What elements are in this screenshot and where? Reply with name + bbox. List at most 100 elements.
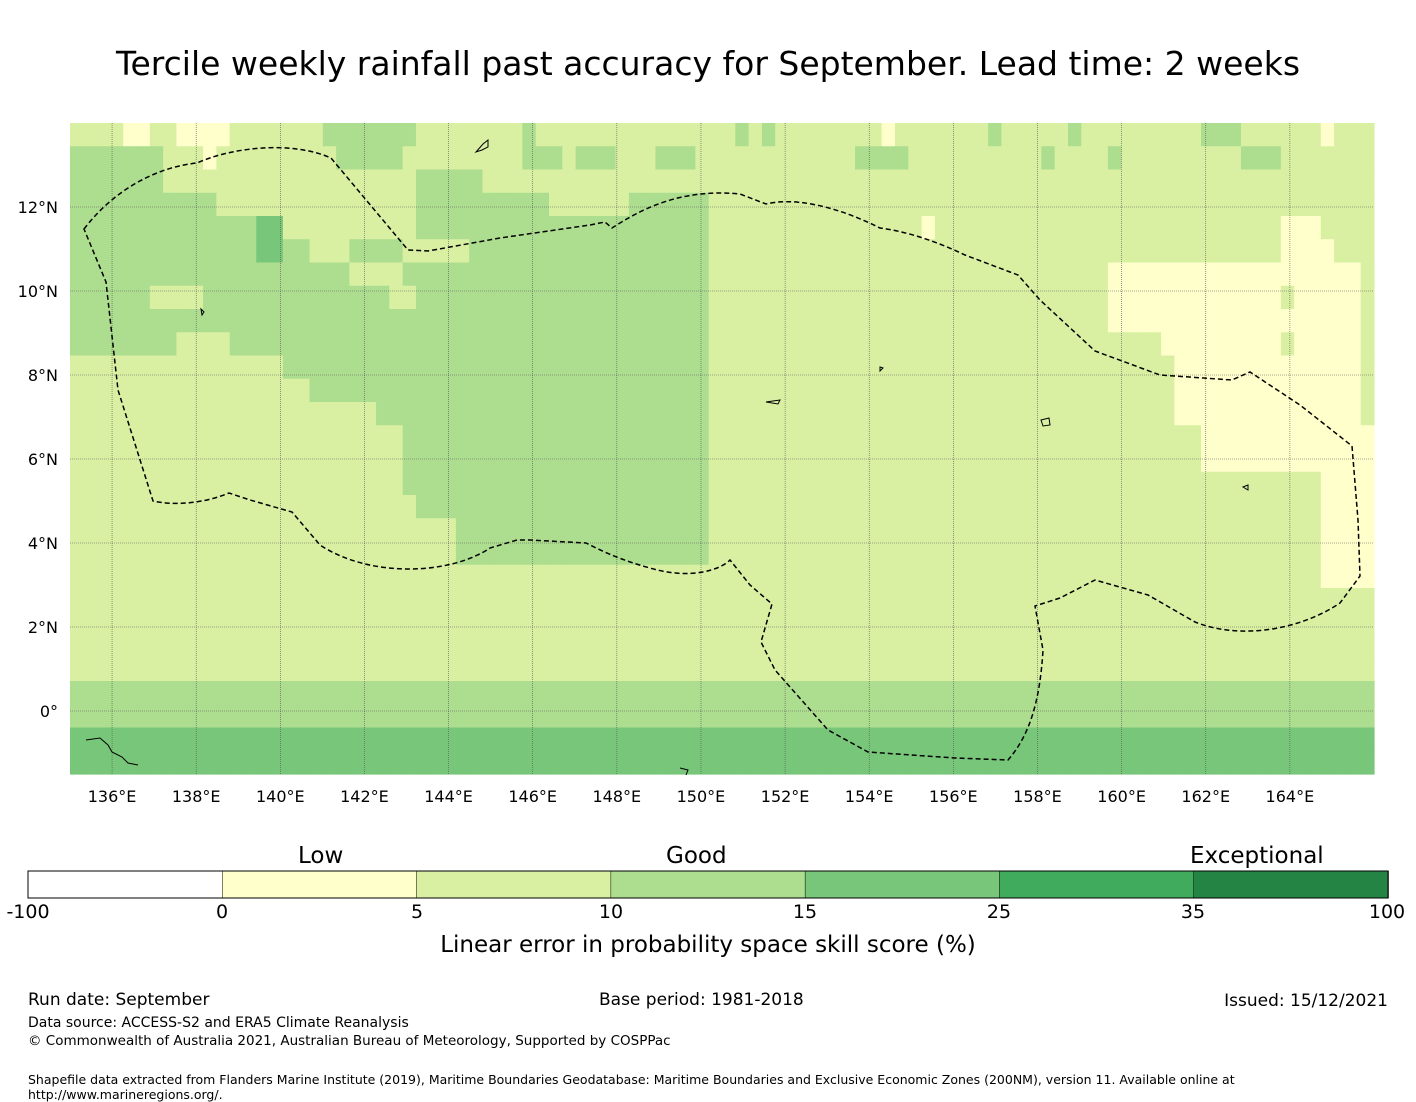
- grid-cell: [1001, 262, 1016, 287]
- grid-cell: [961, 471, 976, 496]
- grid-cell: [1054, 588, 1069, 612]
- grid-cell: [70, 332, 84, 357]
- grid-cell: [522, 681, 537, 705]
- grid-cell: [588, 309, 603, 333]
- grid-cell: [309, 727, 324, 752]
- grid-cell: [1134, 378, 1149, 403]
- grid-cell: [1240, 216, 1255, 240]
- grid-cell: [1267, 332, 1282, 357]
- grid-cell: [722, 750, 736, 775]
- grid-cell: [1334, 355, 1348, 380]
- grid-cell: [1334, 378, 1348, 403]
- grid-cell: [349, 378, 364, 403]
- grid-cell: [748, 169, 763, 194]
- grid-cell: [322, 727, 337, 752]
- grid-cell: [1360, 216, 1375, 240]
- grid-cell: [801, 681, 816, 705]
- grid-cell: [1347, 309, 1362, 333]
- grid-cell: [402, 750, 417, 775]
- island-outline: [474, 138, 489, 154]
- grid-cell: [1187, 123, 1202, 147]
- grid-cell: [1201, 495, 1215, 519]
- grid-cell: [136, 402, 151, 426]
- grid-cell: [1174, 750, 1189, 775]
- grid-cell: [1028, 588, 1042, 612]
- grid-cell: [735, 588, 750, 612]
- grid-cell: [708, 750, 723, 775]
- grid-cell: [1174, 192, 1189, 217]
- grid-cell: [921, 681, 936, 705]
- grid-cell: [415, 146, 430, 171]
- grid-cell: [495, 309, 510, 333]
- grid-cell: [1201, 518, 1215, 543]
- grid-cell: [921, 239, 936, 264]
- grid-cell: [788, 146, 803, 171]
- grid-cell: [881, 169, 896, 194]
- grid-cell: [1280, 634, 1295, 659]
- grid-cell: [1028, 541, 1042, 566]
- grid-cell: [788, 332, 803, 357]
- grid-cell: [149, 192, 164, 217]
- grid-cell: [522, 704, 537, 729]
- grid-cell: [921, 588, 936, 612]
- grid-cell: [216, 123, 231, 147]
- grid-cell: [628, 495, 643, 519]
- grid-cell: [415, 518, 430, 543]
- grid-cell: [1067, 588, 1082, 612]
- grid-cell: [761, 309, 776, 333]
- grid-cell: [123, 169, 138, 194]
- grid-cell: [70, 541, 84, 566]
- grid-cell: [163, 192, 178, 217]
- grid-cell: [615, 216, 630, 240]
- grid-cell: [336, 262, 351, 287]
- grid-cell: [682, 123, 696, 147]
- grid-cell: [868, 657, 883, 682]
- grid-cell: [695, 657, 710, 682]
- grid-cell: [549, 378, 563, 403]
- grid-cell: [562, 750, 577, 775]
- grid-cell: [735, 378, 750, 403]
- grid-cell: [509, 216, 524, 240]
- grid-cell: [123, 262, 138, 287]
- grid-cell: [602, 285, 617, 310]
- grid-cell: [668, 239, 683, 264]
- grid-cell: [455, 216, 470, 240]
- grid-cell: [668, 704, 683, 729]
- grid-cell: [761, 285, 776, 310]
- grid-cell: [655, 216, 670, 240]
- grid-cell: [1254, 332, 1269, 357]
- grid-cell: [216, 727, 231, 752]
- grid-cell: [628, 634, 643, 659]
- grid-cell: [1360, 448, 1375, 473]
- grid-cell: [1001, 541, 1016, 566]
- grid-cell: [788, 727, 803, 752]
- grid-cell: [788, 448, 803, 473]
- grid-cell: [296, 495, 311, 519]
- grid-cell: [242, 448, 257, 473]
- grid-cell: [415, 402, 430, 426]
- grid-cell: [549, 355, 563, 380]
- grid-cell: [695, 471, 710, 496]
- grid-cell: [841, 285, 856, 310]
- grid-cell: [549, 239, 563, 264]
- grid-cell: [708, 495, 723, 519]
- grid-cell: [974, 239, 989, 264]
- grid-cell: [1240, 495, 1255, 519]
- grid-cell: [349, 611, 364, 636]
- grid-cell: [602, 448, 617, 473]
- grid-cell: [1201, 169, 1215, 194]
- grid-cell: [242, 285, 257, 310]
- grid-cell: [282, 588, 297, 612]
- grid-cell: [176, 750, 191, 775]
- grid-cell: [722, 425, 736, 450]
- grid-cell: [149, 332, 164, 357]
- grid-cell: [1067, 634, 1082, 659]
- grid-cell: [868, 634, 883, 659]
- grid-cell: [748, 588, 763, 612]
- grid-cell: [163, 425, 178, 450]
- grid-cell: [682, 425, 696, 450]
- grid-cell: [1320, 425, 1335, 450]
- grid-cell: [668, 123, 683, 147]
- grid-cell: [1107, 588, 1122, 612]
- grid-cell: [322, 309, 337, 333]
